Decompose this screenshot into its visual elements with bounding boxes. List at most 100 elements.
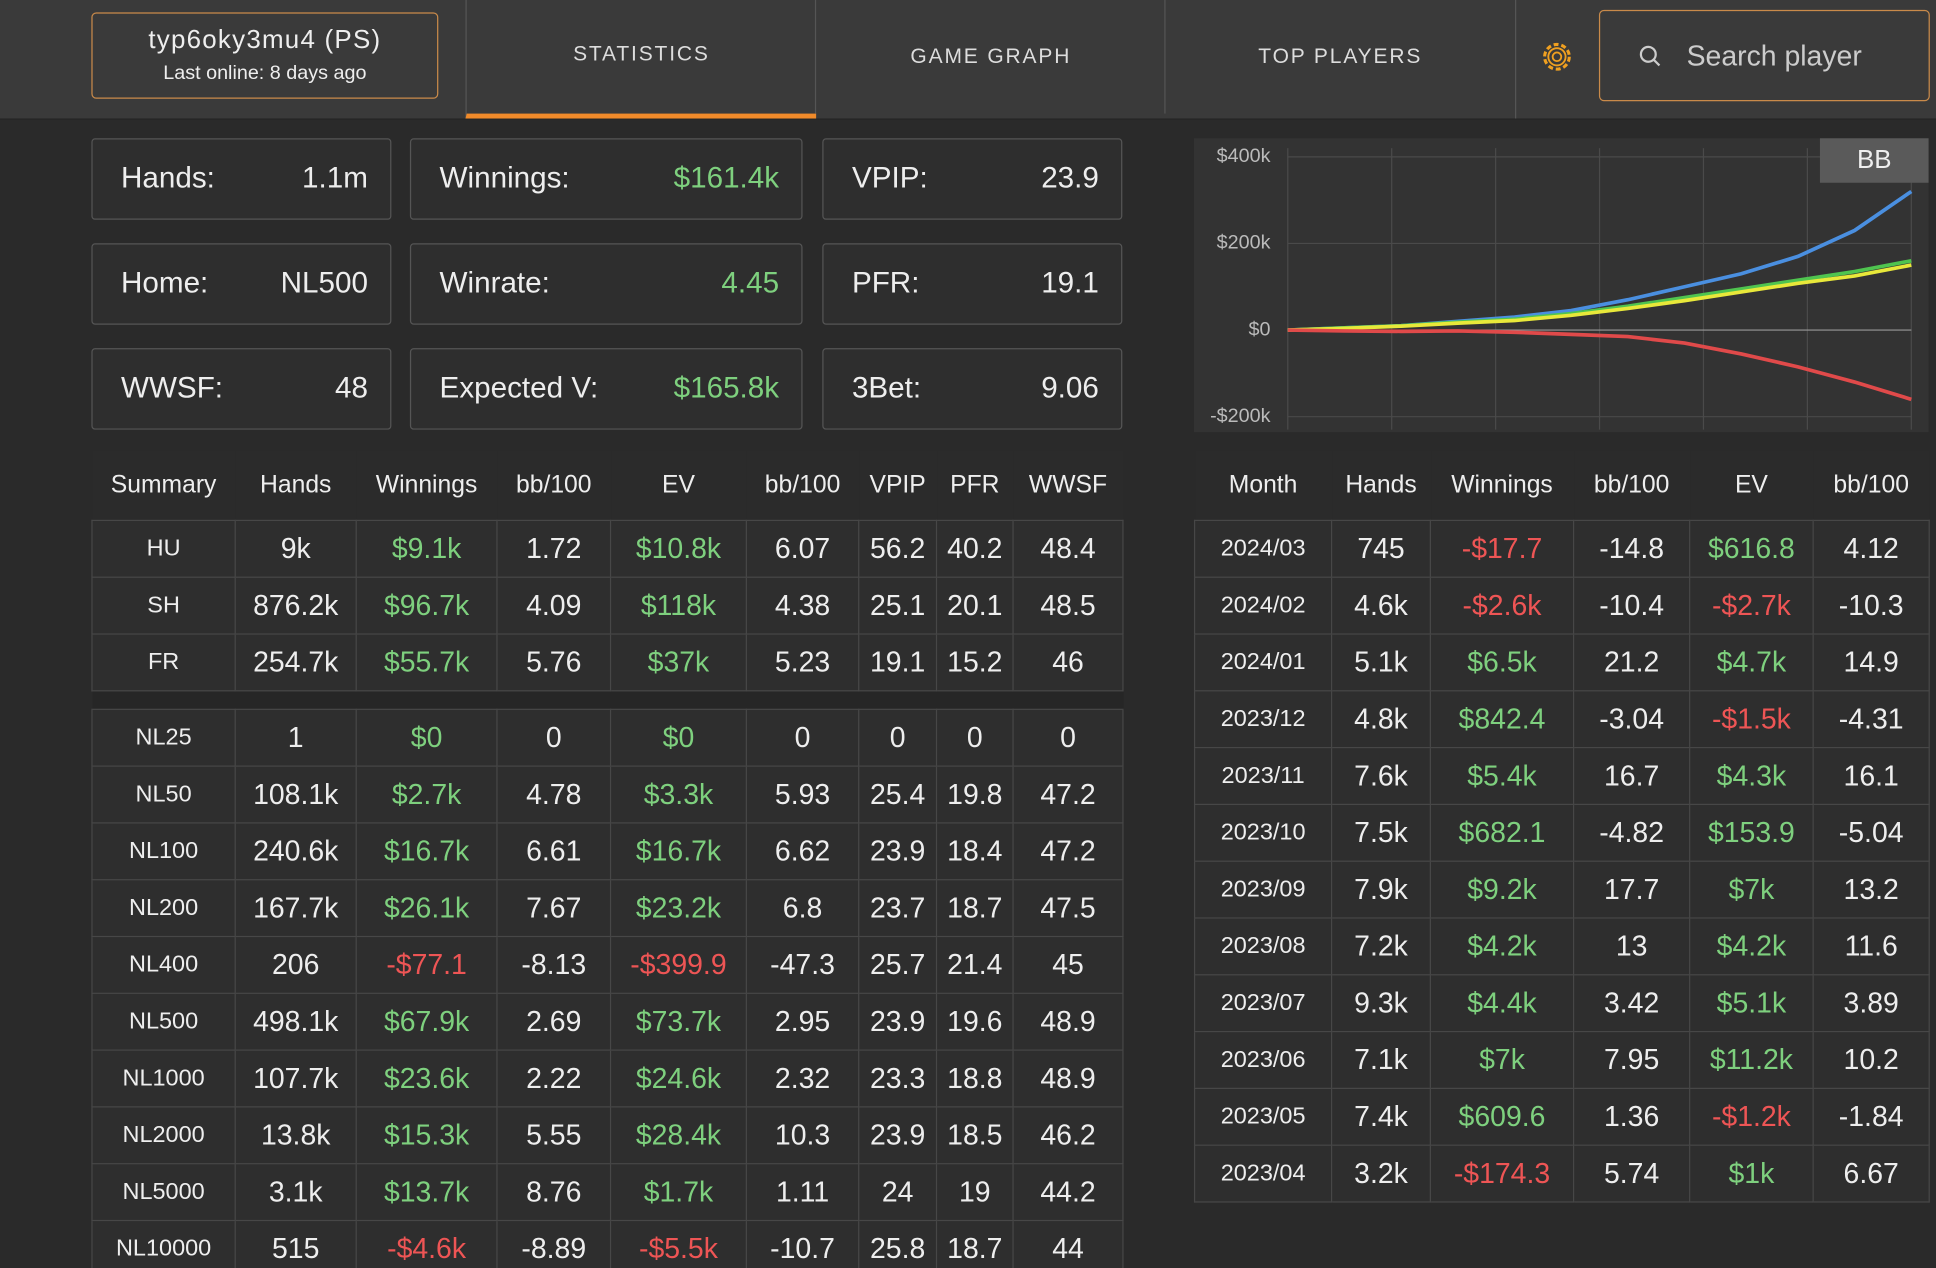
table-cell: 4.12 (1812, 519, 1930, 578)
y-tick-label: $200k (1217, 232, 1271, 254)
table-cell: 6.62 (745, 822, 860, 881)
column-header: Hands (235, 450, 357, 521)
table-cell: $15.3k (355, 1106, 498, 1165)
table-cell: 15.2 (935, 633, 1014, 692)
table-cell: 10.2 (1812, 1030, 1930, 1090)
table-cell: -1.84 (1812, 1087, 1930, 1146)
table-cell: FR (91, 633, 236, 692)
search-placeholder: Search player (1686, 38, 1862, 71)
table-cell: 18.4 (935, 822, 1014, 881)
stat-label: Winnings: (439, 161, 570, 196)
table-cell: 1.72 (496, 519, 612, 578)
table-cell: $2.7k (355, 765, 498, 824)
table-cell: 25.8 (858, 1219, 938, 1268)
column-header: WWSF (1013, 450, 1123, 521)
table-cell: $118k (609, 576, 747, 635)
table-cell: 108.1k (234, 765, 357, 824)
table-cell: 13.8k (234, 1106, 357, 1165)
table-cell: $616.8 (1689, 519, 1814, 578)
column-header: Month (1194, 450, 1332, 521)
stat-label: VPIP: (851, 161, 928, 196)
tab[interactable]: GAME GRAPH (814, 0, 1166, 114)
tab[interactable]: TOP PLAYERS (1164, 0, 1515, 114)
table-cell: -14.8 (1573, 519, 1691, 578)
table-cell: $1.7k (609, 1163, 747, 1222)
table-cell: 2023/11 (1193, 746, 1333, 806)
graph-panel: $400k $200k $0 -$200k BB (1193, 138, 1929, 433)
series-line (1287, 328, 1912, 402)
table-row: NL100 240.6k $16.7k 6.61 $16.7k 6.62 23.9 18.4 4… (91, 822, 1124, 881)
table-row: 2023/05 7.4k $609.6 1.36 -$1.2k -1.84 (1193, 1087, 1930, 1146)
table-cell: 5.76 (496, 633, 612, 692)
table-cell: NL5000 (91, 1163, 236, 1222)
table-cell: 167.7k (234, 879, 357, 938)
table-cell: $55.7k (355, 633, 498, 692)
table-cell: 498.1k (234, 992, 357, 1051)
table-cell: 1 (234, 708, 357, 767)
table-row: 2023/09 7.9k $9.2k 17.7 $7k 13.2 (1193, 860, 1930, 919)
table-cell: 6.8 (745, 879, 860, 938)
stat-label: 3Bet: (851, 371, 922, 405)
table-cell: 4.8k (1331, 690, 1432, 749)
table-cell: 5.1k (1331, 633, 1432, 692)
table-cell: 2023/07 (1193, 974, 1333, 1033)
search-box[interactable]: Search player (1598, 9, 1930, 102)
table-cell: 48.5 (1012, 576, 1124, 635)
profile-box[interactable]: typ6oky3mu4 (PS) Last online: 8 days ago (91, 12, 439, 99)
table-cell: 47.2 (1012, 822, 1124, 881)
table-cell: 18.7 (935, 1219, 1014, 1268)
stat-value: $161.4k (673, 161, 780, 196)
table-cell: 45 (1012, 935, 1124, 994)
table-cell: 2024/02 (1193, 576, 1333, 635)
column-header: EV (1689, 450, 1814, 521)
table-cell: 14.9 (1812, 633, 1930, 692)
table-cell: $10.8k (609, 519, 747, 578)
table-cell: 3.1k (234, 1163, 357, 1222)
table-cell: 2023/04 (1193, 1144, 1333, 1203)
tab[interactable]: STATISTICS (465, 0, 817, 119)
summary-table: Summary Hands Winnings bb/100 EV bb/100 VPIP PF… (91, 450, 1124, 1268)
table-cell: 6.67 (1812, 1144, 1930, 1203)
table-row: FR 254.7k $55.7k 5.76 $37k 5.23 19.1 15.2 46 (91, 633, 1124, 692)
table-cell: $24.6k (609, 1049, 747, 1108)
table-cell: -$2.6k (1429, 576, 1575, 635)
table-cell: -$17.7 (1429, 519, 1575, 578)
column-header: Hands (1331, 450, 1431, 521)
stat-value: NL500 (280, 266, 368, 301)
table-row: NL50 108.1k $2.7k 4.78 $3.3k 5.93 25.4 19.8 47.2 (91, 765, 1124, 824)
table-cell: $3.3k (609, 765, 747, 824)
table-cell: -4.31 (1812, 690, 1930, 749)
table-cell: 2.95 (745, 992, 860, 1051)
table-cell: 2.32 (745, 1049, 860, 1108)
table-cell: 13 (1573, 917, 1691, 976)
table-cell: 47.5 (1012, 879, 1124, 938)
table-cell: 745 (1331, 519, 1432, 578)
table-cell: 19 (935, 1163, 1014, 1222)
table-cell: $4.4k (1429, 974, 1575, 1033)
table-cell: NL10000 (91, 1219, 236, 1268)
table-cell: $5.4k (1429, 746, 1575, 806)
group-gap (91, 690, 1123, 710)
table-cell: 5.93 (745, 765, 860, 824)
column-header: PFR (936, 450, 1014, 521)
table-cell: 48.9 (1012, 1049, 1124, 1108)
table-cell: 4.38 (745, 576, 860, 635)
unit-toggle[interactable]: BB (1819, 138, 1929, 183)
column-header: Winnings (356, 450, 497, 521)
header: typ6oky3mu4 (PS) Last online: 8 days ago… (0, 0, 1936, 120)
table-cell: 23.9 (858, 992, 938, 1051)
table-row: 2023/08 7.2k $4.2k 13 $4.2k 11.6 (1193, 917, 1930, 976)
table-cell: 17.7 (1573, 860, 1691, 919)
table-cell: 23.7 (858, 879, 938, 938)
table-cell: 19.6 (935, 992, 1014, 1051)
table-cell: 2023/10 (1193, 803, 1333, 862)
table-cell: $4.7k (1689, 633, 1814, 692)
table-cell: $6.5k (1429, 633, 1575, 692)
table-cell: 2023/12 (1193, 690, 1333, 749)
table-cell: 3.42 (1573, 974, 1691, 1033)
table-row: NL1000 107.7k $23.6k 2.22 $24.6k 2.32 23.3 18.8… (91, 1049, 1124, 1108)
table-cell: $16.7k (609, 822, 747, 881)
settings-icon[interactable] (1537, 37, 1577, 77)
table-cell: 7.2k (1331, 917, 1432, 976)
